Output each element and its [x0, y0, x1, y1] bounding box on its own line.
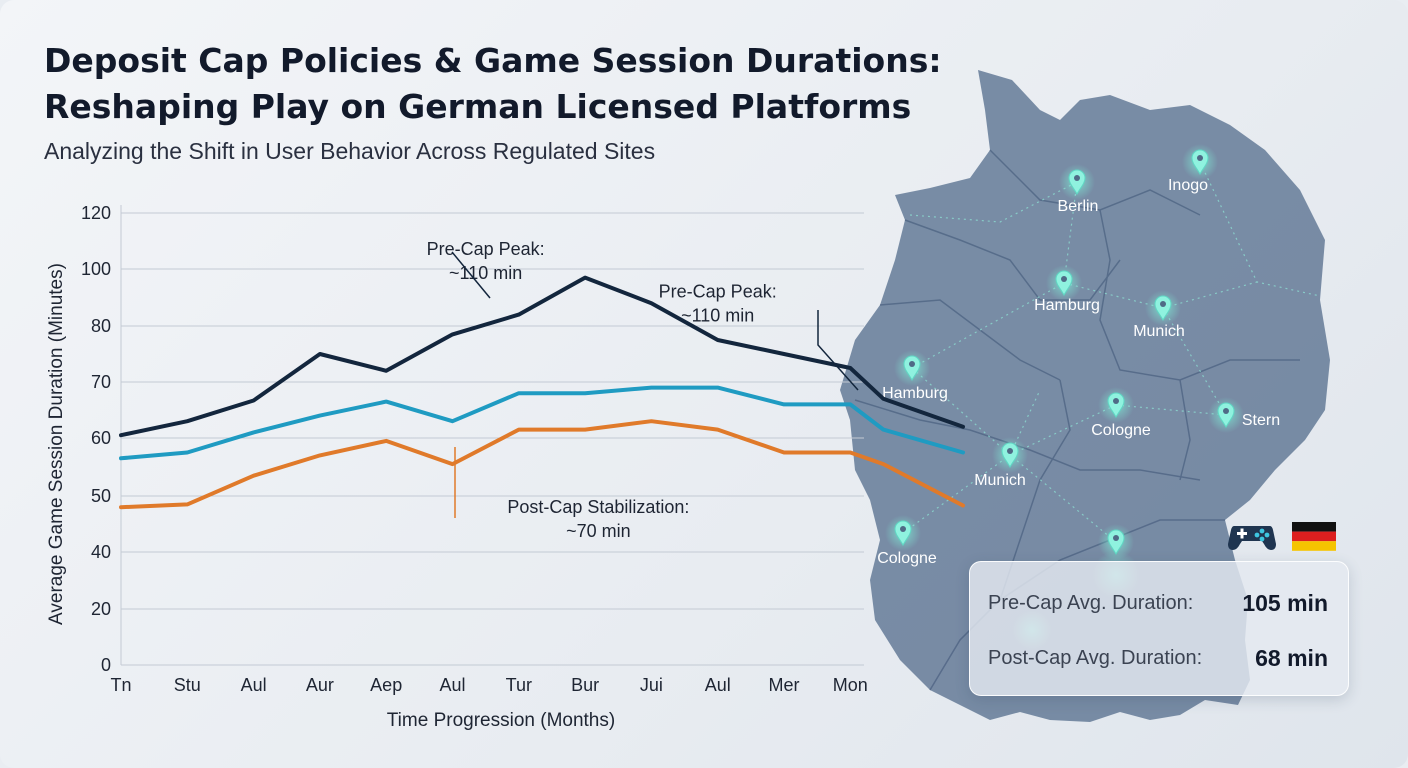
y-tick-label: 100	[81, 259, 111, 279]
y-tick-label: 120	[81, 203, 111, 223]
german-flag-icon	[1292, 522, 1336, 551]
map-city-label: Cologne	[1091, 422, 1151, 439]
map-city-label: Munich	[1133, 323, 1185, 340]
x-tick-label: Mer	[769, 675, 800, 695]
map-pin-icon	[1145, 290, 1181, 326]
page-title: Deposit Cap Policies & Game Session Dura…	[44, 41, 942, 126]
map-city-label: Munich	[974, 472, 1026, 489]
map-city-label: Cologne	[877, 550, 937, 567]
y-axis-label: Average Game Session Duration (Minutes)	[46, 263, 67, 625]
stats-summary-card: Pre-Cap Avg. Duration: 105 min Post-Cap …	[969, 561, 1349, 696]
germany-outline	[840, 70, 1330, 722]
y-tick-label: 60	[91, 428, 111, 448]
annotation-label: Pre-Cap Peak: ~110 min	[427, 239, 545, 283]
x-axis-label: Time Progression (Months)	[387, 710, 615, 731]
map-city-label: Stern	[1242, 412, 1280, 429]
map-pin-icon	[1098, 524, 1134, 560]
network-lines	[902, 161, 1321, 543]
map-pin-icon	[885, 515, 921, 551]
annotation-label: Post-Cap Stabilization: ~70 min	[507, 497, 689, 541]
x-tick-label: Tn	[110, 675, 131, 695]
x-axis-ticks: Tn Stu Aul Aur Aep Aul Tur Bur Jui Aul Mer Mon	[110, 675, 867, 695]
map-pin-icon	[1182, 144, 1218, 180]
x-tick-label: Aul	[439, 675, 465, 695]
page-subtitle: Analyzing the Shift in User Behavior Acr…	[44, 138, 656, 164]
y-tick-label: 20	[91, 599, 111, 619]
x-tick-label: Tur	[506, 675, 532, 695]
chart-series	[119, 275, 965, 510]
map-markers: Berlin Inogo Hamburg Munich Hamburg Cologne St…	[877, 144, 1280, 567]
map-pin-icon	[1059, 164, 1095, 200]
map-pin-icon	[894, 350, 930, 386]
gamepad-icon	[1228, 526, 1276, 550]
pre-cap-label: Pre-Cap Avg. Duration:	[988, 591, 1194, 614]
chart-grid	[120, 205, 864, 666]
map-city-label: Inogo	[1168, 177, 1208, 194]
post-cap-value: 68 min	[1255, 644, 1328, 671]
state-borders	[854, 149, 1300, 691]
map-pin-icon	[1208, 397, 1244, 433]
pre-cap-stat: Pre-Cap Avg. Duration: 105 min	[988, 583, 1328, 623]
series-line-2	[119, 385, 965, 461]
icon-group	[1228, 522, 1336, 551]
x-tick-label: Mon	[833, 675, 868, 695]
annotation-pointer	[817, 310, 859, 391]
series-line-1	[119, 275, 965, 438]
x-tick-label: Aul	[705, 675, 731, 695]
x-tick-label: Aul	[241, 675, 267, 695]
map-pin-icon	[1046, 265, 1082, 301]
post-cap-label: Post-Cap Avg. Duration:	[988, 646, 1203, 669]
chart-annotations: Pre-Cap Peak: ~110 min Pre-Cap Peak: ~110 m…	[427, 239, 859, 541]
pre-cap-value: 105 min	[1242, 589, 1328, 616]
map-pin-icon	[992, 437, 1028, 473]
series-line-3	[119, 419, 965, 510]
y-axis-ticks: 0 20 40 50 60 70 80 100 120	[81, 203, 111, 675]
y-tick-label: 40	[91, 542, 111, 562]
x-tick-label: Aep	[370, 675, 402, 695]
map-city-label: Hamburg	[882, 385, 948, 402]
y-tick-label: 50	[91, 486, 111, 506]
x-tick-label: Stu	[174, 675, 201, 695]
map-pin-icon	[1098, 387, 1134, 423]
map-city-label: Hamburg	[1034, 297, 1100, 314]
y-tick-label: 70	[91, 372, 111, 392]
x-tick-label: Bur	[571, 675, 599, 695]
y-tick-label: 80	[91, 316, 111, 336]
annotation-pointer	[451, 251, 491, 299]
y-tick-label: 0	[101, 655, 111, 675]
annotation-label: Pre-Cap Peak: ~110 min	[659, 282, 777, 326]
x-tick-label: Aur	[306, 675, 334, 695]
x-tick-label: Jui	[640, 675, 663, 695]
post-cap-stat: Post-Cap Avg. Duration: 68 min	[988, 638, 1328, 678]
map-city-label: Berlin	[1058, 198, 1099, 215]
